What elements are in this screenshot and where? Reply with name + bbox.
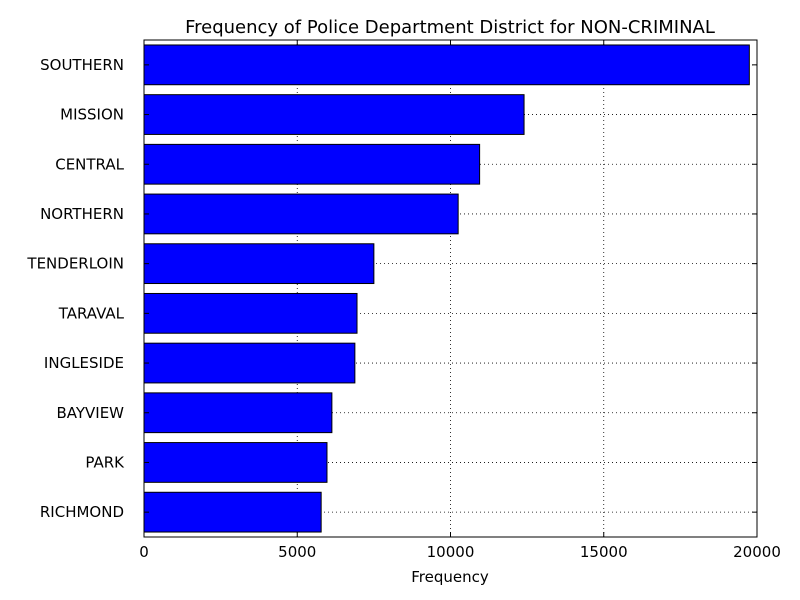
bar-bayview	[143, 392, 333, 434]
y-tick-label: INGLESIDE	[44, 354, 124, 372]
x-tick-label: 0	[139, 543, 149, 561]
bar-richmond	[143, 491, 322, 533]
y-tick-label: SOUTHERN	[40, 56, 124, 74]
x-tick-label: 20000	[733, 543, 781, 561]
y-tick-label: TENDERLOIN	[26, 255, 124, 273]
y-tick-label: TARAVAL	[58, 304, 125, 322]
y-tick-labels: SOUTHERN MISSION CENTRAL NORTHERN TENDERLOIN…	[26, 56, 125, 521]
bar-park	[143, 442, 328, 483]
bar-central	[143, 143, 481, 185]
y-tick-label: RICHMOND	[40, 503, 124, 521]
x-tick-labels: 0 5000 10000 15000 20000	[139, 543, 781, 561]
bars	[143, 44, 750, 533]
bar-southern	[143, 44, 750, 86]
y-tick-label: PARK	[85, 453, 125, 471]
tick-marks	[143, 40, 758, 537]
x-tick-label: 15000	[580, 543, 628, 561]
bar-mission	[143, 94, 525, 135]
y-tick-label: BAYVIEW	[56, 404, 124, 422]
x-tick-label: 5000	[278, 543, 316, 561]
grid-lines	[144, 40, 757, 537]
x-tick-label: 10000	[427, 543, 475, 561]
chart-title: Frequency of Police Department District …	[185, 17, 715, 38]
bar-ingleside	[143, 342, 356, 384]
y-tick-label: CENTRAL	[55, 155, 124, 173]
bar-taraval	[143, 292, 358, 334]
x-axis-label: Frequency	[411, 568, 489, 586]
y-tick-label: MISSION	[60, 106, 124, 124]
y-tick-label: NORTHERN	[40, 205, 124, 223]
bar-tenderloin	[143, 243, 375, 285]
bar-northern	[143, 193, 459, 235]
